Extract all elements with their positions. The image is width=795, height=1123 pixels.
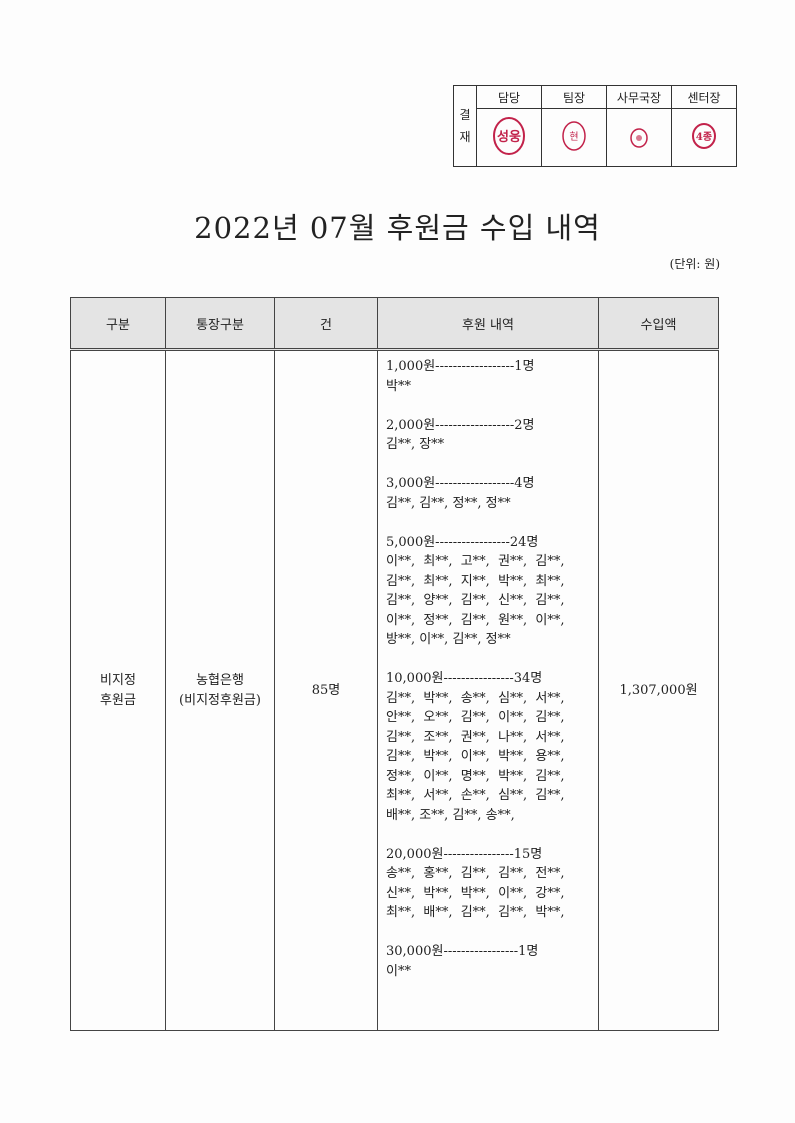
approval-header: 센터장 — [671, 84, 737, 110]
donation-group-header: 10,000원----------------34명 — [386, 671, 543, 686]
approval-header: 사무국장 — [606, 84, 672, 110]
seal-stamp: 성웅 — [493, 117, 525, 156]
donation-group-header: 5,000원-----------------24명 — [386, 534, 539, 550]
seal-stamp: 현 — [562, 121, 586, 151]
approval-box: 결 재 담당 팀장 사무국장 센터장 성웅 현 4종 — [453, 84, 737, 167]
table-header-row: 구분 통장구분 건 후원 내역 수입액 — [70, 297, 719, 351]
seal-stamp: 4종 — [692, 123, 716, 150]
donor-names: 김**, 박**, 이**, 박**, 용**, — [386, 749, 565, 764]
account-cell: 농협은행 (비지정후원금) — [165, 349, 275, 1031]
donation-group-header: 30,000원-----------------1명 — [386, 944, 539, 959]
approval-label-line: 결 — [459, 108, 471, 122]
donor-names: 김**, 장** — [386, 437, 445, 452]
donation-group-header: 2,000원------------------2명 — [386, 417, 535, 433]
donor-names: 최**, 배**, 김**, 김**, 박**, — [386, 905, 565, 920]
category-line: 비지정 — [100, 672, 136, 688]
column-header: 건 — [274, 297, 378, 351]
count-cell: 85명 — [274, 349, 378, 1031]
donor-names: 김**, 김**, 정**, 정** — [386, 495, 511, 511]
seal-stamp — [630, 128, 648, 148]
approval-header: 담당 — [476, 84, 542, 110]
donor-names: 이** — [386, 963, 411, 979]
svg-text:현: 현 — [569, 131, 578, 143]
donor-names: 정**, 이**, 명**, 박**, 김**, — [386, 768, 565, 784]
stamp-cell: 현 — [541, 108, 607, 167]
stamp-cell: 성웅 — [476, 108, 542, 167]
approval-header: 팀장 — [541, 84, 607, 110]
account-line: 농협은행 — [196, 672, 244, 688]
donor-names: 최**, 서**, 손**, 심**, 김**, — [386, 788, 565, 803]
account-line: (비지정후원금) — [179, 692, 261, 708]
donation-group-header: 20,000원----------------15명 — [386, 846, 543, 862]
page-title: 2022년 07월 후원금 수입 내역 — [194, 211, 601, 245]
donor-names: 이**, 최**, 고**, 권**, 김**, — [386, 554, 565, 569]
stamp-cell — [606, 108, 672, 167]
column-header: 수입액 — [598, 297, 719, 351]
donor-names: 신**, 박**, 박**, 이**, 강**, — [386, 885, 565, 901]
approval-label: 결 재 — [453, 85, 477, 167]
donation-group-header: 1,000원------------------1명 — [386, 359, 535, 374]
donor-names: 안**, 오**, 김**, 이**, 김**, — [386, 710, 565, 725]
donation-group-header: 3,000원------------------4명 — [386, 476, 535, 491]
unit-label: (단위: 원) — [669, 257, 720, 271]
donor-names: 김**, 최**, 지**, 박**, 최**, — [386, 573, 565, 589]
donor-names: 김**, 박**, 송**, 심**, 서**, — [386, 690, 565, 706]
donor-names: 김**, 양**, 김**, 신**, 김**, — [386, 593, 565, 608]
svg-text:4종: 4종 — [696, 131, 712, 143]
donor-names: 방**, 이**, 김**, 정** — [386, 632, 511, 647]
column-header: 구분 — [70, 297, 166, 351]
column-header: 통장구분 — [165, 297, 275, 351]
donor-names: 박** — [386, 378, 411, 394]
donor-names: 송**, 홍**, 김**, 김**, 전**, — [386, 866, 565, 881]
column-header: 후원 내역 — [377, 297, 599, 351]
donor-names: 김**, 조**, 권**, 나**, 서**, — [386, 729, 565, 745]
donor-names: 배**, 조**, 김**, 송**, — [386, 807, 515, 823]
svg-text:성웅: 성웅 — [497, 129, 521, 145]
donor-names: 이**, 정**, 김**, 원**, 이**, — [386, 612, 565, 628]
amount-cell: 1,307,000원 — [598, 349, 719, 1031]
stamp-cell: 4종 — [671, 108, 737, 167]
category-line: 후원금 — [100, 692, 136, 708]
approval-label-line: 재 — [459, 130, 471, 144]
